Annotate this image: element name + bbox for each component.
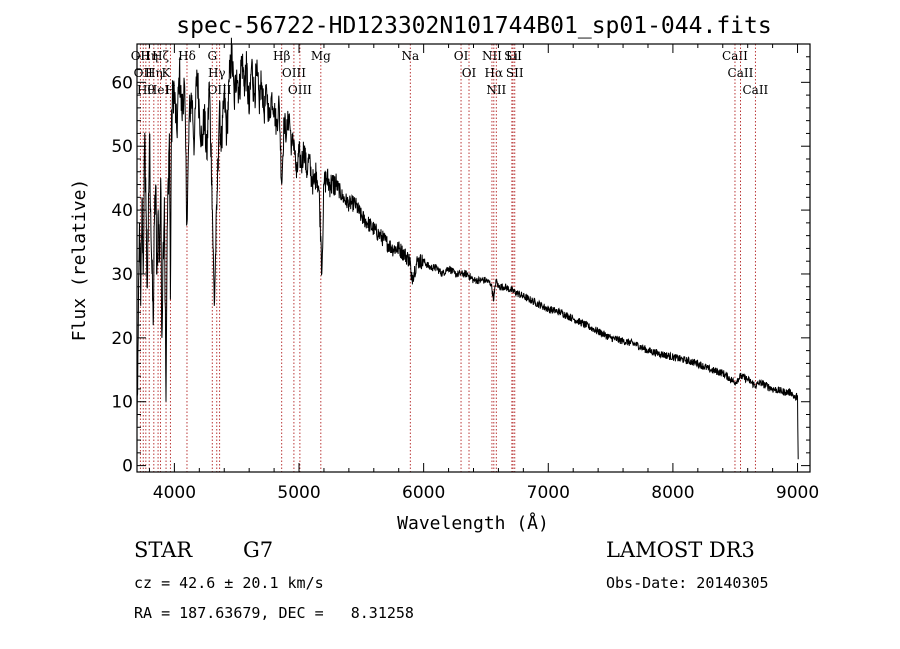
spectral-line-label: G: [207, 49, 217, 63]
spectral-line-label: OIII: [282, 66, 306, 80]
spectrum-layer: [136, 37, 799, 460]
chart-title: spec-56722-HD123302N101744B01_sp01-044.f…: [176, 13, 771, 39]
x-tick-label: 5000: [277, 483, 320, 503]
spectral-line-label: SII: [504, 49, 522, 63]
spectral-line-label: H: [165, 83, 175, 97]
spectral-line-label: Mg: [311, 49, 331, 63]
spectral-line-label: OI: [454, 49, 469, 63]
spectral-line-label: Hα: [485, 66, 504, 80]
spectral-line-label: OIII: [288, 83, 312, 97]
survey-name: LAMOST DR3: [606, 538, 755, 562]
spectral-line-label: OI: [462, 66, 477, 80]
x-axis-label: Wavelength (Å): [397, 512, 549, 534]
y-tick-label: 60: [111, 73, 133, 93]
y-axis-label: Flux (relative): [69, 179, 90, 342]
spectral-line-label: CaII: [742, 83, 768, 97]
spectral-line-label: CaII: [722, 49, 748, 63]
axis-ticks: 4000 5000 6000 7000 8000 9000 0 10 20 30 40 50 60: [111, 44, 819, 503]
spectral-line-label: Hη: [145, 66, 163, 80]
obs-date-text: Obs-Date: 20140305: [606, 574, 769, 592]
x-tick-label: 4000: [153, 483, 196, 503]
spectral-line-label: OIII: [208, 83, 232, 97]
spectral-line-label: NII: [486, 83, 506, 97]
spectral-line-label: Hζ: [152, 49, 169, 63]
spectral-line-label: Na: [401, 49, 419, 63]
spectral-line-label: Li: [506, 49, 518, 63]
spectral-line-label: Hδ: [178, 49, 196, 63]
spectrum-line: [136, 37, 799, 460]
object-subclass: G7: [243, 538, 274, 562]
spectral-line-label: CaII: [728, 66, 754, 80]
object-class: STAR: [134, 538, 193, 562]
y-tick-label: 50: [111, 137, 133, 157]
spectral-line-label: SII: [506, 66, 524, 80]
y-tick-label: 0: [122, 457, 133, 477]
x-tick-label: 9000: [776, 483, 819, 503]
y-tick-label: 20: [111, 329, 133, 349]
spectral-line-label: OII: [131, 49, 151, 63]
coordinates-text: RA = 187.63679, DEC = 8.31258: [134, 604, 414, 622]
x-tick-label: 8000: [651, 483, 694, 503]
y-tick-label: 10: [111, 393, 133, 413]
spectral-line-label: Hγ: [208, 66, 226, 80]
spectral-line-label: Hθ: [137, 83, 155, 97]
x-tick-label: 6000: [402, 483, 445, 503]
spectral-line-label: K: [162, 66, 172, 80]
spectral-line-label: HeI: [147, 83, 170, 97]
y-tick-label: 30: [111, 265, 133, 285]
plot-frame: [136, 43, 811, 473]
spectral-line-label: NII: [482, 49, 502, 63]
redshift-text: cz = 42.6 ± 20.1 km/s: [134, 574, 324, 592]
y-tick-label: 40: [111, 201, 133, 221]
spectral-line-label: Hβ: [273, 49, 290, 63]
x-tick-label: 7000: [527, 483, 570, 503]
